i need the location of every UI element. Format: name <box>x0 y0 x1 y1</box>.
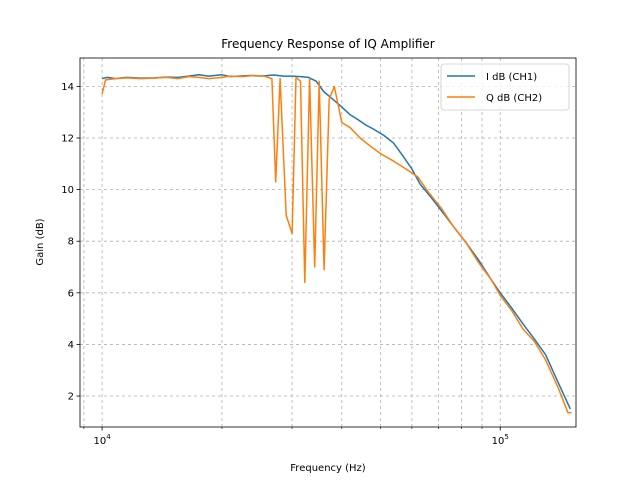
legend-label-q-db: Q dB (CH2) <box>486 93 542 104</box>
x-tick-label: 104 <box>94 433 112 447</box>
y-tick-label: 6 <box>68 288 74 299</box>
legend-label-i-db: I dB (CH1) <box>486 72 537 83</box>
y-tick-label: 2 <box>68 392 74 403</box>
y-tick-label: 4 <box>68 340 74 351</box>
series-lines <box>101 74 572 414</box>
series-line-q-db <box>101 74 572 414</box>
plot-frame <box>79 57 577 428</box>
axis-ticks: 2 4 6 8 10 12 14 104 105 <box>61 82 509 447</box>
x-axis-label: Frequency (Hz) <box>290 463 366 474</box>
y-tick-label: 12 <box>61 133 74 144</box>
legend: I dB (CH1) Q dB (CH2) <box>440 63 570 111</box>
y-tick-label: 14 <box>61 82 74 93</box>
y-tick-label: 10 <box>61 185 74 196</box>
x-tick-label: 105 <box>492 433 509 447</box>
chart-title: Frequency Response of IQ Amplifier <box>221 37 435 51</box>
y-tick-label: 8 <box>68 237 74 248</box>
y-axis-label: Gain (dB) <box>35 218 46 265</box>
